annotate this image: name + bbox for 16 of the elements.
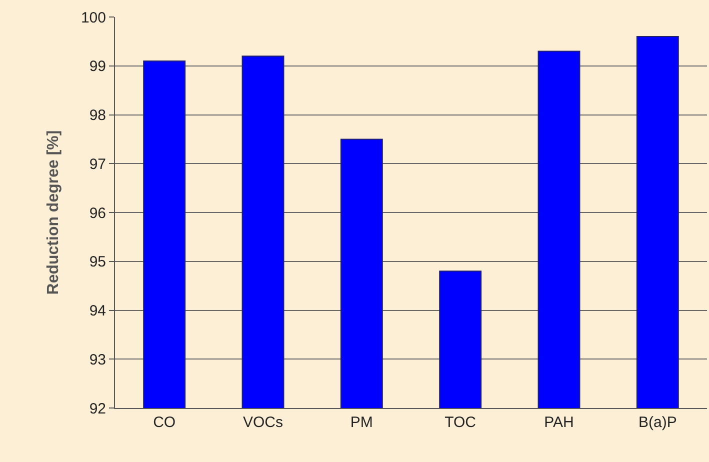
x-tick-label: PAH — [544, 414, 574, 431]
x-tick-label: PM — [350, 414, 373, 431]
y-tick-label: 97 — [89, 156, 106, 173]
y-tick-label: 100 — [80, 9, 106, 26]
x-tick-label: TOC — [444, 414, 476, 431]
y-axis-title: Reduction degree [%] — [44, 130, 62, 295]
y-tick-label: 95 — [89, 254, 106, 271]
x-tick-label: B(a)P — [638, 414, 677, 431]
y-tick-label: 96 — [89, 204, 106, 222]
y-tick-label: 98 — [89, 107, 106, 124]
y-tick-label: 93 — [89, 351, 106, 368]
y-tick-label: 92 — [89, 400, 106, 418]
x-tick-label: VOCs — [242, 414, 284, 431]
y-tick-label: 94 — [89, 302, 106, 320]
x-tick-label: CO — [153, 414, 176, 431]
y-tick-label: 99 — [89, 58, 106, 76]
